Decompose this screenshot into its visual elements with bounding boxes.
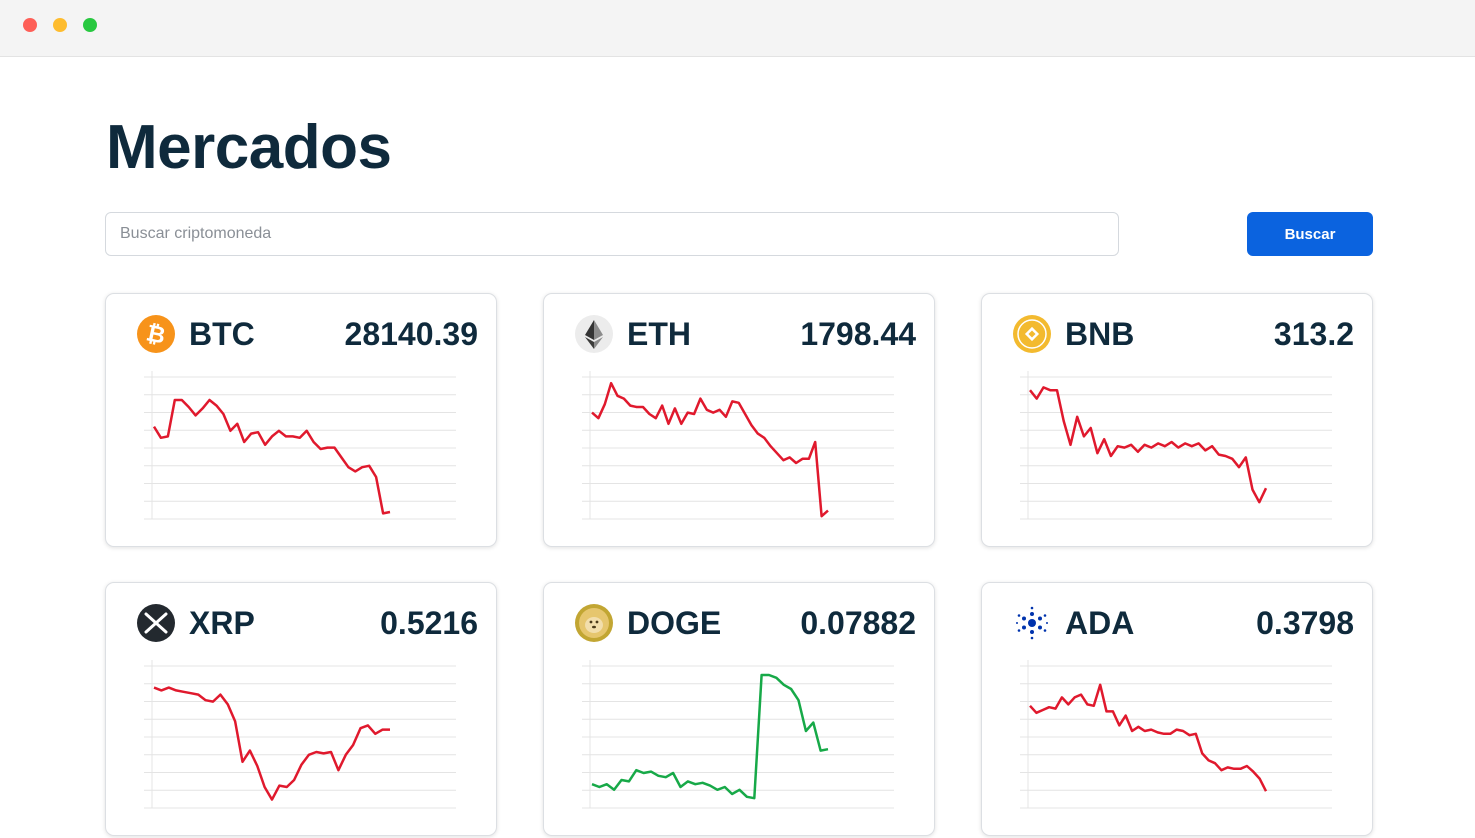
coin-card-bnb[interactable]: BNB 313.2 bbox=[981, 293, 1373, 547]
price-sparkline bbox=[1020, 371, 1332, 520]
search-input[interactable] bbox=[105, 212, 1119, 256]
window-titlebar bbox=[0, 0, 1475, 57]
minimize-window-button[interactable] bbox=[53, 18, 67, 32]
bnb-icon bbox=[1012, 314, 1052, 354]
coin-symbol: DOGE bbox=[627, 605, 722, 641]
price-sparkline bbox=[582, 371, 894, 520]
coin-price: 0.3798 bbox=[1256, 605, 1354, 641]
price-sparkline bbox=[144, 660, 456, 809]
search-button[interactable]: Buscar bbox=[1247, 212, 1373, 256]
close-window-button[interactable] bbox=[23, 18, 37, 32]
sparkline-series bbox=[591, 673, 829, 800]
coin-symbol: BNB bbox=[1065, 316, 1135, 352]
ethereum-icon bbox=[574, 314, 614, 354]
sparkline-series bbox=[1029, 386, 1268, 504]
sparkline-series bbox=[591, 381, 829, 518]
price-sparkline bbox=[582, 660, 894, 809]
coin-symbol: ETH bbox=[627, 316, 691, 352]
cardano-icon bbox=[1012, 603, 1052, 643]
coin-symbol: BTC bbox=[189, 316, 255, 352]
coin-card-xrp[interactable]: XRP 0.5216 bbox=[105, 582, 497, 836]
page-title: Mercados bbox=[106, 113, 392, 182]
coin-price: 313.2 bbox=[1273, 316, 1354, 352]
price-sparkline bbox=[144, 371, 456, 520]
coin-card-eth[interactable]: ETH 1798.44 bbox=[543, 293, 935, 547]
svg-text:₿: ₿ bbox=[144, 320, 168, 349]
bitcoin-icon: ₿ bbox=[136, 314, 176, 354]
price-sparkline bbox=[1020, 660, 1332, 809]
coin-price: 1798.44 bbox=[800, 316, 916, 352]
dogecoin-icon bbox=[574, 603, 614, 643]
xrp-icon bbox=[136, 603, 176, 643]
coin-symbol: ADA bbox=[1065, 605, 1135, 641]
coin-card-doge[interactable]: DOGE 0.07882 bbox=[543, 582, 935, 836]
maximize-window-button[interactable] bbox=[83, 18, 97, 32]
coin-price: 0.07882 bbox=[800, 605, 916, 641]
sparkline-series bbox=[152, 398, 391, 515]
sparkline-series bbox=[153, 686, 390, 801]
coin-card-btc[interactable]: ₿ BTC 28140.39 bbox=[105, 293, 497, 547]
coin-price: 28140.39 bbox=[344, 316, 478, 352]
coin-card-ada[interactable]: ADA 0.3798 bbox=[981, 582, 1373, 836]
coin-symbol: XRP bbox=[189, 605, 255, 641]
sparkline-series bbox=[1029, 683, 1268, 792]
coin-price: 0.5216 bbox=[380, 605, 478, 641]
